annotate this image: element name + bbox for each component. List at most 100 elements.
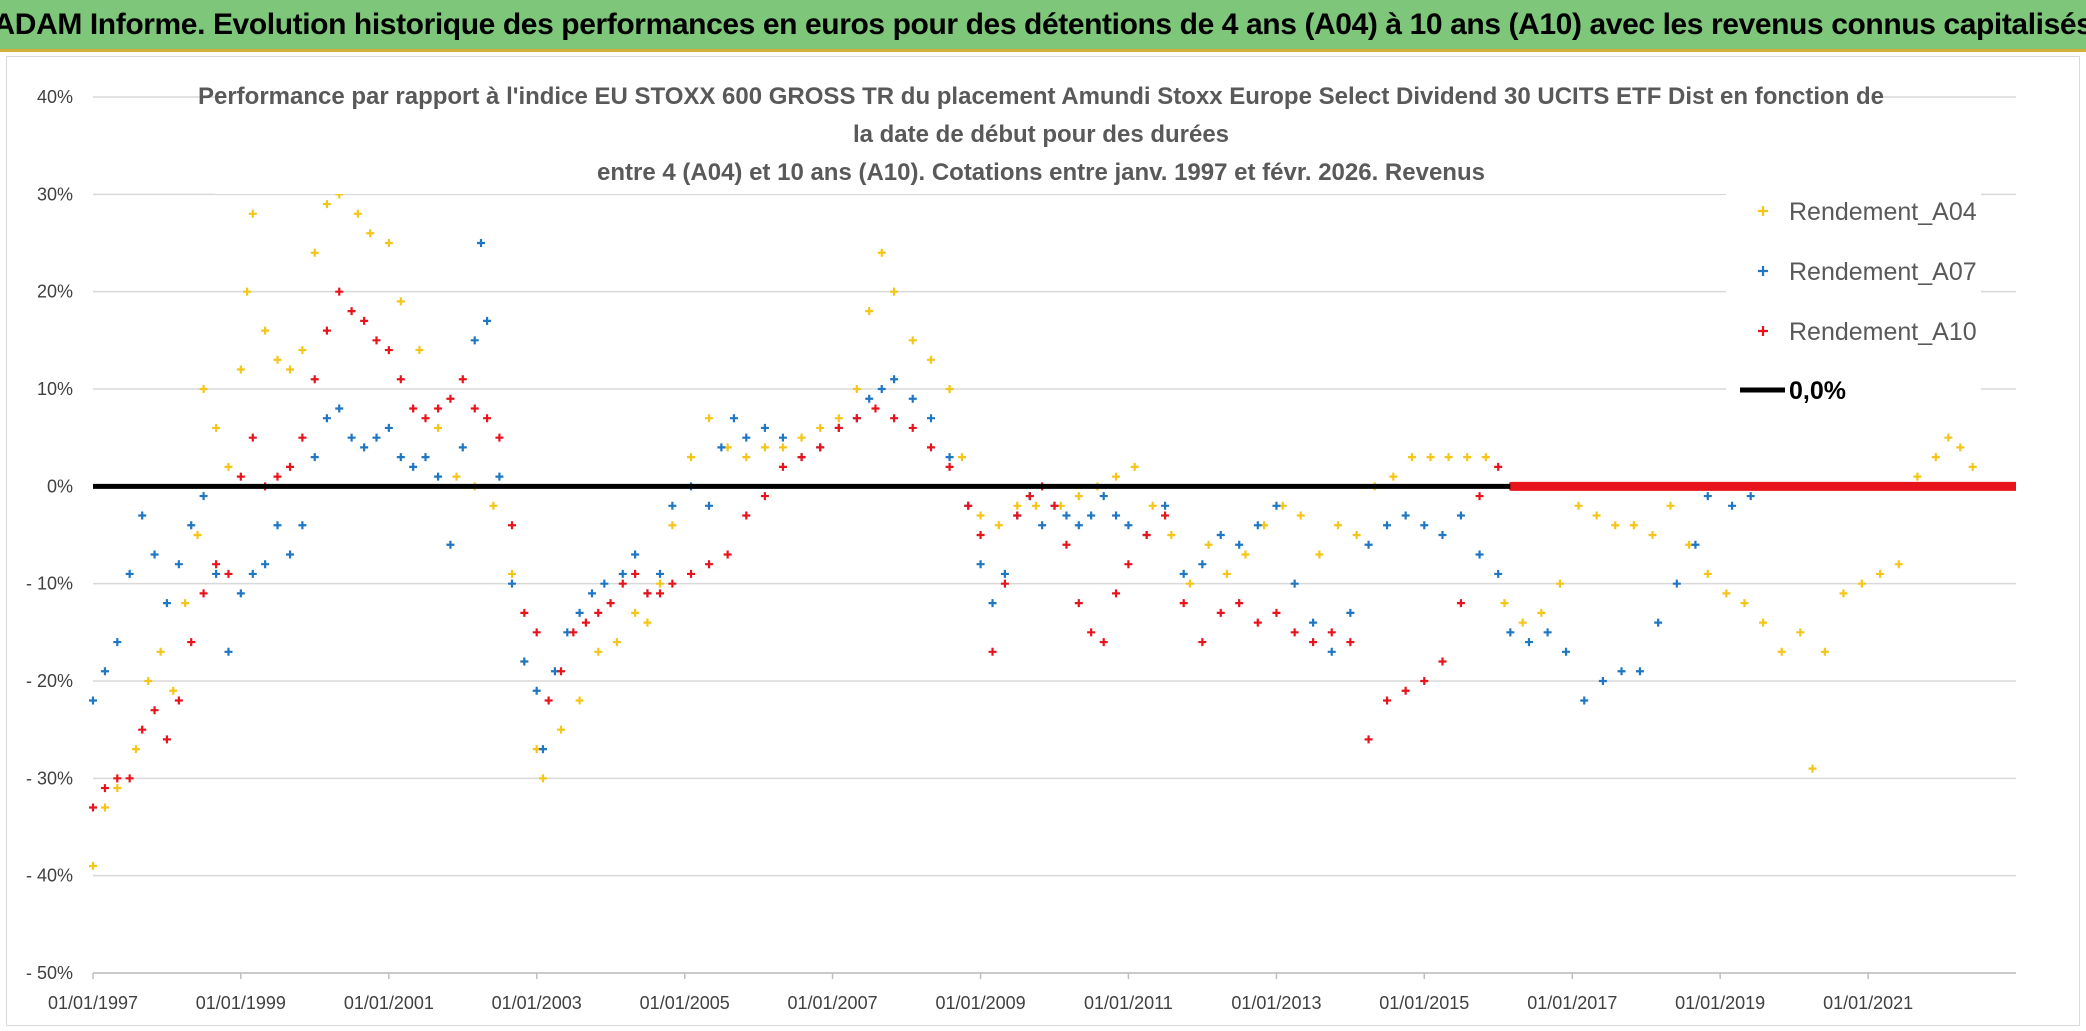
rendement-a07-point	[778, 433, 787, 442]
rendement-a07-point	[1728, 501, 1737, 510]
rendement-a04-point	[556, 725, 565, 734]
rendement-a07-point	[742, 433, 751, 442]
rendement-a10-point	[569, 628, 578, 637]
rendement-a10-point	[643, 589, 652, 598]
rendement-a10-point	[495, 433, 504, 442]
rendement-a04-point	[353, 209, 362, 218]
rendement-a04-point	[1666, 501, 1675, 510]
rendement-a10-point	[1475, 492, 1484, 501]
rendement-a10-point	[1050, 501, 1059, 510]
rendement-a10-point	[760, 492, 769, 501]
rendement-a10-point	[606, 599, 615, 608]
rendement-a07-point	[199, 492, 208, 501]
rendement-a07-point	[1598, 677, 1607, 685]
rendement-a04-point	[248, 209, 257, 218]
rendement-a10-point	[322, 326, 331, 335]
rendement-a07-point	[532, 686, 541, 695]
chart-title: Performance par rapport à l'indice EU ST…	[198, 76, 1884, 194]
rendement-a10-point	[1327, 628, 1336, 637]
rendement-a04-point	[1703, 569, 1712, 578]
rendement-a04-point	[1204, 540, 1213, 549]
rendement-a10-point	[871, 404, 880, 413]
rendement-a07-point	[434, 472, 443, 481]
rendement-a07-point	[1253, 521, 1262, 530]
y-tick-label: 30%	[37, 184, 73, 204]
rendement-a07-point	[1746, 492, 1755, 501]
rendement-a07-point	[224, 647, 233, 656]
rendement-a07-point	[1672, 579, 1681, 588]
x-tick-label: 01/01/1999	[196, 993, 286, 1013]
rendement-a04-point	[489, 501, 498, 510]
rendement-a04-point	[415, 346, 424, 355]
rendement-a10-point	[1112, 589, 1121, 598]
rendement-a04-point	[286, 365, 295, 374]
title-background	[215, 76, 1875, 194]
rendement-a07-point	[1635, 667, 1644, 676]
rendement-a07-point	[656, 569, 665, 578]
chart-title-line: Performance par rapport à l'indice EU ST…	[198, 83, 1884, 110]
rendement-a10-point	[890, 414, 899, 423]
rendement-a04-point	[156, 647, 165, 656]
chart-title-line: la date de début pour des durées	[853, 121, 1229, 148]
rendement-a10-point	[298, 433, 307, 442]
rendement-a10-point	[1099, 638, 1108, 647]
rendement-a07-point	[286, 550, 295, 559]
rendement-a07-point	[150, 550, 159, 559]
rendement-a10-point	[138, 725, 147, 734]
rendement-a10-point	[964, 501, 973, 510]
rendement-a04-point	[957, 453, 966, 462]
rendement-a10-point	[335, 287, 344, 296]
rendement-a10-point	[507, 521, 516, 530]
rendement-a04-point	[1913, 472, 1922, 481]
rendement-a04-point	[945, 385, 954, 393]
rendement-a04-point	[1857, 579, 1866, 588]
rendement-a07-point	[421, 453, 430, 462]
rendement-a04-point	[1426, 453, 1435, 462]
rendement-a07-point	[1691, 540, 1700, 549]
rendement-a04-point	[1759, 618, 1768, 627]
rendement-a10-point	[668, 579, 677, 588]
rendement-a04-point	[181, 599, 190, 608]
rendement-a04-point	[1185, 579, 1194, 588]
rendement-a07-point	[1456, 511, 1465, 520]
report-banner: ADAM Informe. Evolution historique des p…	[0, 0, 2086, 52]
rendement-a07-point	[1179, 569, 1188, 578]
rendement-a04-point	[612, 638, 621, 647]
rendement-a07-point	[162, 599, 171, 608]
rendement-a07-point	[470, 336, 479, 345]
rendement-a07-point	[1124, 521, 1133, 530]
rendement-a07-point	[1161, 501, 1170, 510]
rendement-a10-point	[631, 569, 640, 578]
rendement-a07-point	[1112, 511, 1121, 520]
rendement-a07-point	[1198, 560, 1207, 569]
legend-marker	[1758, 266, 1768, 276]
rendement-a04-point	[1777, 647, 1786, 656]
rendement-a10-point	[1198, 638, 1207, 647]
rendement-a04-point	[100, 803, 109, 812]
rendement-a04-point	[890, 287, 899, 296]
rendement-a10-point	[286, 462, 295, 471]
rendement-a07-point	[310, 453, 319, 462]
rendement-a10-point	[470, 404, 479, 413]
rendement-a04-point	[131, 745, 140, 754]
rendement-a10-point	[1235, 599, 1244, 608]
rendement-a10-point	[532, 628, 541, 637]
rendement-a04-point	[1968, 462, 1977, 471]
rendement-a07-point	[908, 394, 917, 403]
rendement-a04-point	[1481, 453, 1490, 462]
rendement-a10-point	[212, 560, 221, 569]
rendement-a07-point	[446, 540, 455, 549]
rendement-a04-point	[816, 423, 825, 432]
rendement-a10-point	[174, 696, 183, 705]
rendement-a07-point	[587, 589, 596, 598]
rendement-a04-point	[261, 326, 270, 335]
rendement-a04-point	[687, 453, 696, 462]
rendement-a10-point	[544, 696, 553, 705]
rendement-a07-point	[1062, 511, 1071, 520]
x-tick-label: 01/01/2019	[1675, 993, 1765, 1013]
rendement-a10-point	[976, 531, 985, 539]
rendement-a04-point	[1894, 560, 1903, 569]
rendement-a04-point	[1740, 599, 1749, 608]
rendement-a07-point	[113, 638, 122, 647]
